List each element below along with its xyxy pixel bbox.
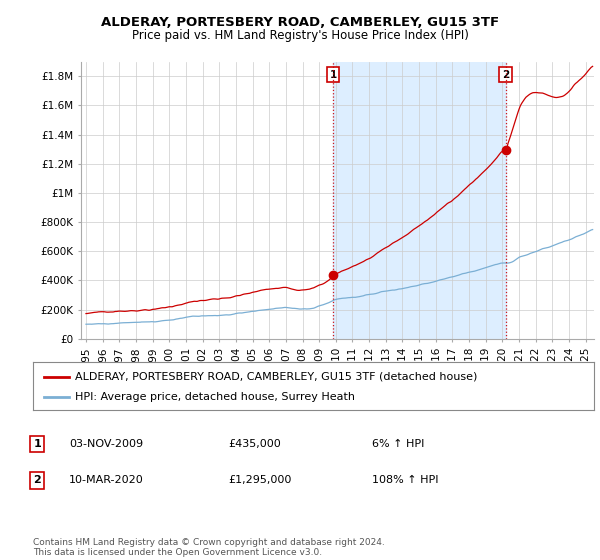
Text: 10-MAR-2020: 10-MAR-2020 [69, 475, 144, 486]
Text: 108% ↑ HPI: 108% ↑ HPI [372, 475, 439, 486]
Text: ALDERAY, PORTESBERY ROAD, CAMBERLEY, GU15 3TF (detached house): ALDERAY, PORTESBERY ROAD, CAMBERLEY, GU1… [75, 372, 478, 381]
Bar [333, 62, 506, 339]
Text: 1: 1 [34, 439, 41, 449]
Text: 1: 1 [329, 70, 337, 80]
Text: Contains HM Land Registry data © Crown copyright and database right 2024.
This d: Contains HM Land Registry data © Crown c… [33, 538, 385, 557]
Text: ALDERAY, PORTESBERY ROAD, CAMBERLEY, GU15 3TF: ALDERAY, PORTESBERY ROAD, CAMBERLEY, GU1… [101, 16, 499, 29]
Text: 2: 2 [34, 475, 41, 486]
Text: 03-NOV-2009: 03-NOV-2009 [69, 439, 143, 449]
Text: HPI: Average price, detached house, Surrey Heath: HPI: Average price, detached house, Surr… [75, 391, 355, 402]
Text: £435,000: £435,000 [228, 439, 281, 449]
Text: 2: 2 [502, 70, 509, 80]
Text: 6% ↑ HPI: 6% ↑ HPI [372, 439, 424, 449]
Text: Price paid vs. HM Land Registry's House Price Index (HPI): Price paid vs. HM Land Registry's House … [131, 29, 469, 42]
Text: £1,295,000: £1,295,000 [228, 475, 292, 486]
